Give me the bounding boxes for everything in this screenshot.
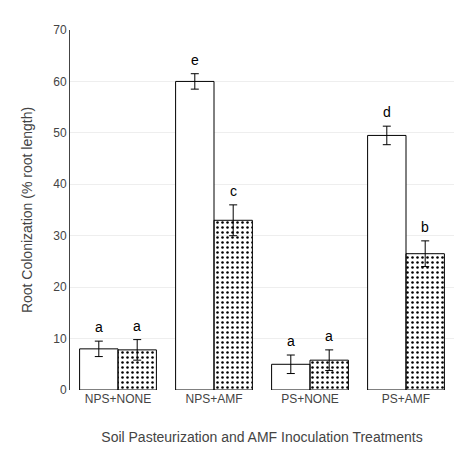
svg-text:NPS+NONE: NPS+NONE [85, 392, 151, 406]
svg-text:10: 10 [53, 332, 67, 346]
svg-text:b: b [421, 219, 429, 235]
svg-text:a: a [133, 318, 141, 334]
svg-text:70: 70 [53, 23, 67, 37]
svg-text:50: 50 [53, 126, 67, 140]
svg-text:c: c [230, 183, 237, 199]
svg-text:a: a [95, 319, 103, 335]
svg-text:PS+NONE: PS+NONE [281, 392, 339, 406]
svg-text:40: 40 [53, 177, 67, 191]
svg-text:NPS+AMF: NPS+AMF [185, 392, 242, 406]
svg-text:30: 30 [53, 229, 67, 243]
svg-text:d: d [383, 104, 391, 120]
svg-text:e: e [191, 52, 199, 68]
svg-text:a: a [325, 328, 333, 344]
svg-text:20: 20 [53, 280, 67, 294]
svg-text:0: 0 [60, 383, 67, 397]
svg-text:60: 60 [53, 75, 67, 89]
svg-text:a: a [287, 333, 295, 349]
svg-text:Soil Pasteurization and AMF In: Soil Pasteurization and AMF Inoculation … [101, 429, 422, 445]
svg-text:PS+AMF: PS+AMF [382, 392, 430, 406]
svg-text:Root Colonization (% root leng: Root Colonization (% root length) [19, 107, 35, 313]
